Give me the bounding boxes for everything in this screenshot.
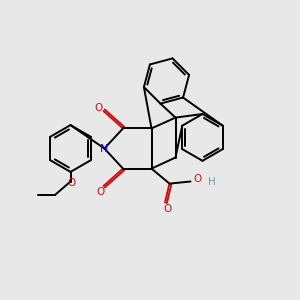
Text: O: O bbox=[164, 204, 172, 214]
Text: N: N bbox=[100, 143, 109, 154]
Text: O: O bbox=[96, 187, 105, 197]
Text: O: O bbox=[67, 178, 75, 188]
Text: O: O bbox=[94, 103, 102, 113]
Text: H: H bbox=[208, 177, 215, 187]
Text: O: O bbox=[194, 174, 202, 184]
